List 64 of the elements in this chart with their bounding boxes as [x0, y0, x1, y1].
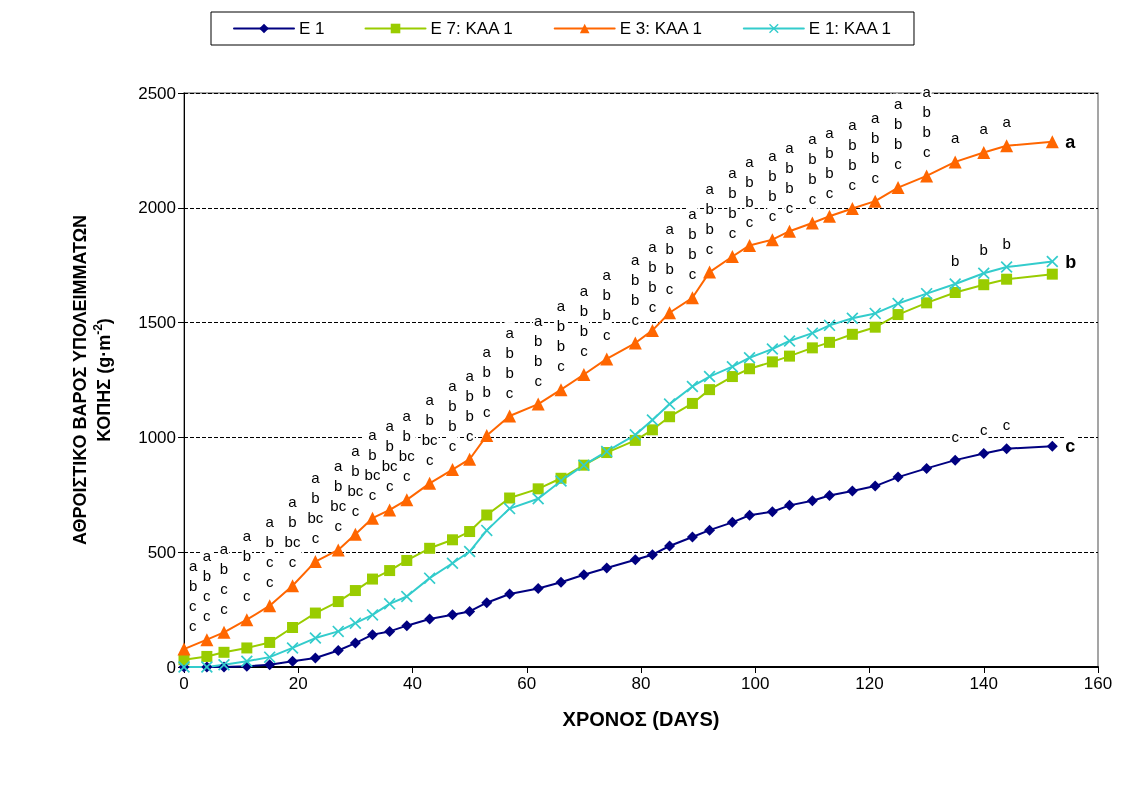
annotation: a b b c	[505, 323, 515, 401]
annotation: a b b c	[688, 205, 698, 283]
legend-label: E 3: KAA 1	[619, 19, 702, 38]
annotation: a b b c	[871, 108, 881, 186]
annotation: a b b c	[922, 83, 932, 161]
annotation: b	[979, 240, 988, 258]
legend-label: E 7: KAA 1	[430, 19, 513, 38]
x-tick-label: 0	[179, 674, 189, 693]
annotation: a	[951, 129, 961, 147]
annotation: a b b c	[556, 297, 566, 375]
annotation: a b b c	[848, 115, 858, 193]
annotation: a b bc c	[381, 417, 399, 495]
legend-label: E 1	[299, 19, 325, 38]
annotation: a b c c	[265, 513, 275, 591]
annotation: a b b c	[745, 152, 755, 230]
annotation: a b b c	[631, 250, 641, 328]
annotation: a b b c	[808, 130, 818, 208]
x-tick-label: 160	[1083, 674, 1113, 693]
annotation: b	[1065, 251, 1077, 272]
x-tick-label: 20	[288, 674, 308, 693]
annotation: a b bc c	[284, 493, 301, 571]
annotation: a b b c	[705, 179, 715, 257]
annotation: a b b c	[534, 311, 543, 389]
annotation: a b b c	[602, 266, 612, 344]
annotation: c	[1002, 416, 1011, 434]
annotation: a	[1002, 113, 1012, 131]
annotation: a b b c	[648, 237, 658, 315]
annotation: a b c c	[242, 527, 252, 605]
y-tick-label: 2000	[138, 198, 176, 218]
x-tick-label: 60	[517, 674, 537, 693]
annotation: a b b c	[579, 281, 589, 359]
annotation: a b b c	[728, 163, 738, 241]
x-tick-label: 80	[631, 674, 651, 693]
annotation: c	[1065, 436, 1076, 457]
annotation: a b bc c	[421, 390, 439, 468]
legend-label: E 1: KAA 1	[808, 19, 892, 38]
annotation: b	[951, 251, 960, 269]
annotation: a b bc c	[398, 407, 416, 485]
annotation: a b b c	[465, 366, 475, 444]
x-tick-label: 100	[741, 674, 770, 693]
annotation: c	[980, 420, 988, 438]
annotation: a b b c	[768, 147, 778, 225]
y-tick-label: 2500	[138, 83, 176, 103]
x-tick-label: 140	[969, 674, 998, 693]
x-axis-title: ΧΡΟΝΟΣ (DAYS)	[562, 708, 720, 730]
y-tick-label: 500	[147, 542, 176, 562]
x-tick-label: 120	[855, 674, 884, 693]
annotation: a b b c	[785, 138, 795, 216]
annotation: a b bc c	[307, 469, 324, 547]
annotation: a b b c	[448, 377, 458, 455]
y-tick-label: 1000	[138, 427, 176, 447]
annotation: a b b c	[893, 95, 903, 173]
annotation: a b b c	[825, 123, 835, 201]
annotation: a b c c	[202, 547, 212, 625]
annotation: a b bc c	[330, 457, 347, 535]
y-tick-label: 1500	[138, 313, 176, 333]
x-tick-label: 40	[403, 674, 422, 693]
annotation: c	[951, 427, 960, 445]
annotation: a	[1065, 131, 1077, 152]
annotation: b	[1002, 234, 1011, 252]
annotation: a b c c	[189, 556, 198, 634]
annotation: a b c c	[219, 539, 229, 617]
annotation: a	[979, 119, 989, 137]
y-tick-label: 0	[166, 657, 176, 677]
